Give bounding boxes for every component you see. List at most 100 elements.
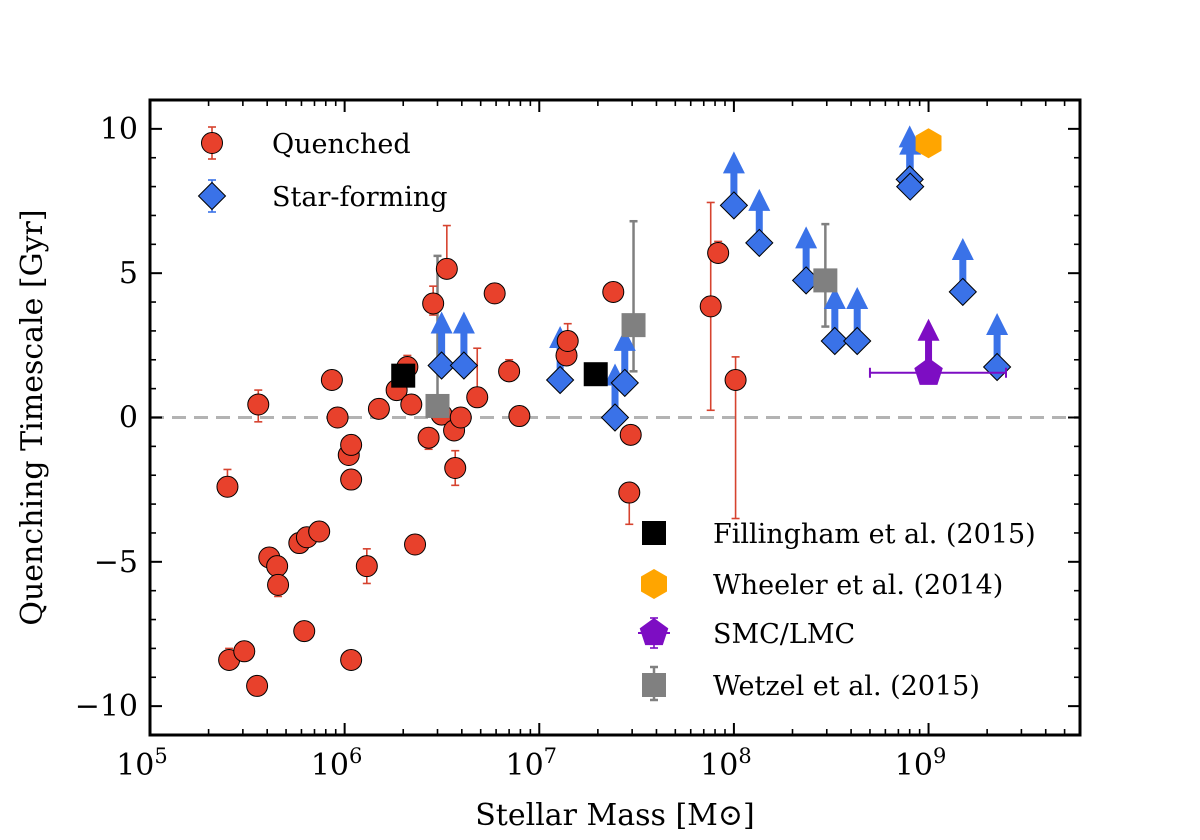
quenched-point: [417, 426, 440, 449]
quenched-point: [404, 533, 427, 556]
legend-label: Fillingham et al. (2015): [713, 519, 1036, 550]
quenched-point: [619, 423, 642, 446]
starforming-limit-arrow-head: [430, 311, 453, 334]
quenched-point: [326, 406, 349, 429]
plot-area: [150, 125, 1080, 697]
smc-lmc-point: [914, 357, 943, 385]
quenched-point: [340, 468, 363, 491]
quenched-point: [707, 241, 730, 264]
starforming-limit-arrow-head: [795, 226, 818, 249]
quenched-point: [340, 433, 363, 456]
quenched-point: [247, 393, 270, 416]
y-tick-label: 10: [100, 112, 138, 147]
legend-marker: [201, 132, 223, 154]
legend-marker: [642, 521, 666, 545]
legend-entry-quenched: Quenched: [201, 126, 411, 160]
quenched-point: [367, 397, 390, 420]
y-axis-label: Quenching Timescale [Gyr]: [15, 209, 50, 625]
starforming-limit-arrow-head: [613, 328, 636, 351]
quenched-point: [699, 295, 722, 318]
wheeler-point: [915, 128, 942, 159]
y-tick-label: 0: [119, 401, 138, 436]
legend-marker: [642, 673, 666, 697]
starforming-point: [610, 368, 640, 398]
x-tick-exponent: 6: [349, 744, 362, 768]
smc-lmc-limit-arrow-head: [917, 318, 940, 341]
quenched-point: [618, 481, 641, 504]
legend-label: Wheeler et al. (2014): [713, 570, 1003, 601]
x-tick-label: 109: [895, 744, 947, 783]
quenched-point: [308, 520, 331, 543]
starforming-point: [449, 351, 479, 380]
quenched-point: [293, 620, 316, 643]
y-tick-label: 5: [119, 256, 138, 291]
legend-label: Star-forming: [272, 182, 448, 213]
legend-marker: [197, 181, 227, 211]
wetzel-point: [813, 268, 838, 293]
x-tick-label: 107: [505, 744, 557, 783]
quenched-point: [724, 368, 747, 391]
quenched-point: [266, 555, 289, 578]
x-tick-exponent: 8: [738, 744, 751, 768]
legend-entry-star-forming: Star-forming: [197, 179, 448, 213]
starforming-point: [842, 326, 872, 356]
quenched-point: [466, 386, 489, 409]
x-tick-label: 106: [311, 744, 363, 783]
starforming-point: [427, 351, 456, 380]
starforming-limit-arrow-head: [846, 287, 869, 310]
quenched-point: [320, 368, 343, 391]
quenched-point: [498, 360, 521, 383]
starforming-point: [948, 277, 978, 307]
quenched-point: [449, 406, 472, 429]
starforming-point: [745, 228, 774, 258]
quenched-point: [216, 475, 239, 498]
legend-entry-smc-lmc: SMC/LMC: [638, 617, 855, 650]
starforming-limit-arrow-head: [823, 287, 846, 310]
starforming-point: [820, 326, 850, 356]
quenched-point: [602, 280, 625, 303]
y-tick-label: −10: [75, 689, 138, 724]
wetzel-point: [621, 313, 646, 338]
legend-marker: [641, 569, 667, 599]
quenched-point: [400, 393, 423, 416]
legend-label: SMC/LMC: [713, 619, 855, 650]
y-tick-label: −5: [94, 545, 138, 580]
legend-entry-fillingham-et-al-: Fillingham et al. (2015): [642, 519, 1036, 550]
x-tick-exponent: 7: [544, 744, 557, 768]
quenched-point: [435, 257, 458, 280]
x-axis-label: Stellar Mass [M⊙]: [475, 798, 755, 833]
quenched-point: [422, 292, 445, 315]
legends: Quenched Star-forming Fillingham et al. (2…: [197, 126, 1036, 702]
starforming-limit-arrow-head: [986, 312, 1009, 335]
x-tick-base: 10: [895, 748, 933, 783]
starforming-limit-arrow-head: [452, 311, 475, 334]
wetzel-point: [425, 393, 450, 418]
quenched-point: [246, 674, 269, 697]
x-tick-exponent: 5: [154, 744, 167, 768]
quenched-point: [267, 573, 290, 596]
legend-marker: [639, 618, 669, 646]
quenched-point: [444, 457, 467, 480]
legend-entry-wetzel-et-al-: Wetzel et al. (2015): [642, 665, 980, 702]
x-tick-base: 10: [505, 748, 543, 783]
quenched-point: [483, 282, 506, 305]
legend-entry-wheeler-et-al-: Wheeler et al. (2014): [641, 569, 1003, 601]
quenched-point: [508, 405, 531, 428]
x-tick-label: 108: [700, 744, 752, 783]
starforming-point: [600, 403, 630, 432]
quenched-point: [340, 648, 363, 671]
fillingham-point: [391, 363, 416, 388]
quenched-point: [556, 330, 579, 353]
starforming-point: [895, 172, 925, 201]
quenched-point: [233, 640, 256, 663]
x-tick-base: 10: [116, 748, 154, 783]
starforming-point: [545, 365, 575, 395]
x-tick-base: 10: [311, 748, 349, 783]
legend-label: Wetzel et al. (2015): [713, 671, 980, 702]
starforming-limit-arrow-head: [748, 188, 771, 211]
x-tick-base: 10: [700, 748, 738, 783]
quenched-point: [355, 555, 378, 578]
starforming-point: [719, 191, 749, 220]
